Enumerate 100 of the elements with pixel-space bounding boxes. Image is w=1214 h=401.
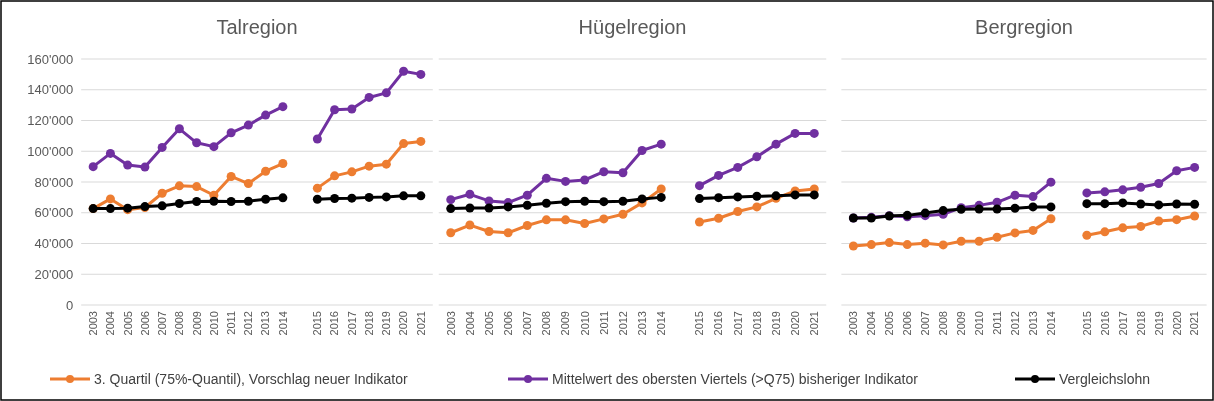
point (618, 196, 628, 206)
point (226, 171, 236, 181)
x-tick-label: 2007 (521, 311, 534, 336)
point (243, 196, 253, 206)
x-tick-label: 2021 (414, 311, 427, 336)
point (330, 105, 340, 115)
point (446, 204, 456, 214)
x-tick-label: 2009 (190, 311, 203, 336)
point (1118, 185, 1128, 195)
point (637, 145, 647, 155)
point (974, 236, 984, 246)
point (920, 238, 930, 248)
x-tick-label: 2016 (712, 311, 725, 336)
point (522, 221, 532, 231)
point (714, 170, 724, 180)
x-tick-label: 2012 (1008, 311, 1021, 336)
point (956, 236, 966, 246)
point (599, 214, 609, 224)
point (192, 138, 202, 148)
point (752, 202, 762, 212)
point (312, 183, 322, 193)
point (278, 102, 288, 112)
x-tick-label: 2020 (1170, 311, 1183, 336)
point (522, 200, 532, 210)
point (364, 92, 374, 102)
point (1154, 216, 1164, 226)
x-tick-label: 2010 (207, 311, 220, 336)
point (1136, 221, 1146, 231)
point (1190, 199, 1200, 209)
x-tick-label: 2021 (808, 311, 821, 336)
x-tick-label: 2015 (693, 311, 706, 336)
point (1010, 228, 1020, 238)
legend-label: Mittelwert des obersten Viertels (>Q75) bisheriger Indikator (552, 370, 919, 387)
x-tick-label: 2009 (559, 311, 572, 336)
point (1082, 230, 1092, 240)
y-tick-label: 0 (65, 297, 74, 313)
point (752, 191, 762, 201)
point (694, 217, 704, 227)
point (416, 191, 426, 201)
point (105, 204, 115, 214)
point (1082, 188, 1092, 198)
x-tick-label: 2013 (1026, 311, 1039, 336)
point (416, 136, 426, 146)
x-tick-label: 2008 (540, 311, 553, 336)
point (347, 167, 357, 177)
point (312, 194, 322, 204)
point (1118, 223, 1128, 233)
x-tick-label: 2014 (276, 311, 289, 336)
point (1136, 199, 1146, 209)
y-tick-label: 160'000 (27, 51, 74, 67)
x-tick-label: 2013 (259, 311, 272, 336)
point (1172, 166, 1182, 176)
point (1046, 214, 1056, 224)
point (561, 197, 571, 207)
point (243, 120, 253, 130)
x-tick-label: 2015 (1080, 311, 1093, 336)
x-tick-label: 2013 (635, 311, 648, 336)
point (1100, 199, 1110, 209)
x-tick-label: 2019 (1152, 311, 1165, 336)
point (938, 240, 948, 250)
point (330, 171, 340, 181)
point (541, 215, 551, 225)
point (541, 198, 551, 208)
point (656, 184, 666, 194)
point (503, 228, 513, 238)
x-tick-label: 2010 (578, 311, 591, 336)
x-tick-label: 2018 (750, 311, 763, 336)
x-tick-label: 2007 (919, 311, 932, 336)
point (192, 182, 202, 192)
y-tick-label: 60'000 (34, 205, 74, 221)
point (330, 193, 340, 203)
point (243, 179, 253, 189)
point (364, 161, 374, 171)
x-tick-label: 2006 (901, 311, 914, 336)
point (809, 128, 819, 138)
point (399, 139, 409, 149)
x-tick-label: 2005 (121, 311, 134, 336)
point (733, 207, 743, 217)
point (174, 124, 184, 134)
legend-label: 3. Quartil (75%-Quantil), Vorschlag neuer Indikator (94, 370, 408, 387)
point (261, 110, 271, 120)
point (790, 190, 800, 200)
point (174, 199, 184, 209)
point (226, 197, 236, 207)
point (1028, 192, 1038, 202)
x-tick-label: 2014 (1044, 311, 1057, 336)
x-tick-label: 2020 (788, 311, 801, 336)
y-tick-label: 100'000 (27, 143, 74, 159)
point (733, 192, 743, 202)
point (399, 191, 409, 201)
point (656, 192, 666, 202)
point (656, 139, 666, 149)
point (484, 203, 494, 213)
point (105, 148, 115, 158)
x-tick-label: 2003 (444, 311, 457, 336)
x-tick-label: 2005 (883, 311, 896, 336)
point (694, 194, 704, 204)
point (618, 209, 628, 219)
point (1100, 227, 1110, 237)
y-tick-label: 20'000 (34, 266, 74, 282)
